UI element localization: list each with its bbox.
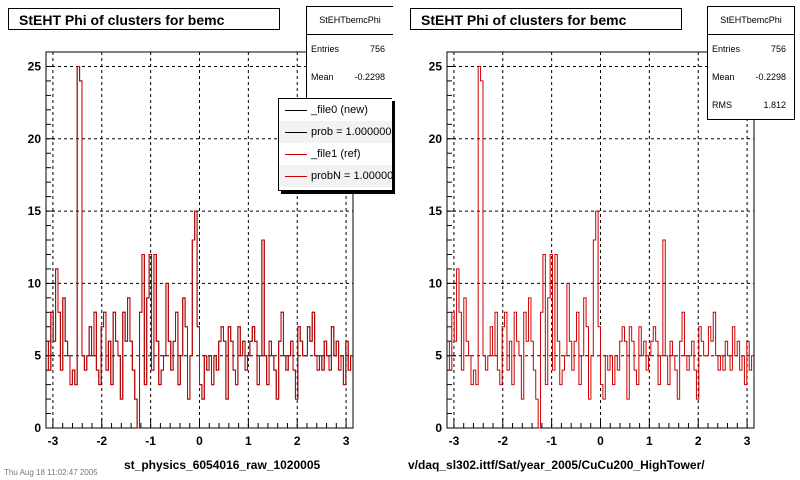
legend-entry-ref: _file1 (ref) <box>279 143 392 165</box>
right-y-tick-label: 20 <box>429 132 443 146</box>
legend-label-probn: probN = 1.000000 <box>311 170 392 182</box>
legend-swatch-prob <box>285 132 307 133</box>
right-stats-rms-label: RMS <box>712 100 732 110</box>
right-x-tick-label: -2 <box>497 434 508 448</box>
left-stats-mean-value: -0.2298 <box>354 72 385 82</box>
right-x-tick-label: -1 <box>546 434 557 448</box>
right-x-axis-label: v/daq_sl302.ittf/Sat/year_2005/CuCu200_H… <box>408 458 705 472</box>
left-x-axis-label: st_physics_6054016_raw_1020005 <box>124 458 321 472</box>
left-x-tick-label: 1 <box>245 434 252 448</box>
right-y-tick-label: 25 <box>429 59 443 73</box>
left-x-tick-label: -1 <box>145 434 156 448</box>
legend-entry-prob: prob = 1.000000 <box>279 121 392 143</box>
right-y-tick-label: 0 <box>435 421 442 435</box>
right-stats-mean-label: Mean <box>712 72 735 82</box>
left-stats-entries-label: Entries <box>311 44 340 54</box>
left-x-tick-label: -2 <box>96 434 107 448</box>
right-stats-name: StEHTbemcPhi <box>708 7 794 35</box>
left-chart-title-text: StEHT Phi of clusters for bemc <box>19 12 225 28</box>
left-stats-entries: Entries 756 <box>307 35 393 63</box>
left-y-tick-label: 20 <box>28 132 42 146</box>
right-x-tick-label: 0 <box>597 434 604 448</box>
right-stats-box: StEHTbemcPhi Entries 756 Mean -0.2298 RM… <box>707 6 795 120</box>
right-x-tick-label: 1 <box>646 434 653 448</box>
left-x-tick-label: 0 <box>196 434 203 448</box>
right-y-tick-label: 15 <box>429 204 443 218</box>
right-stats-rms-value: 1.812 <box>763 100 786 110</box>
left-legend: _file0 (new) prob = 1.000000 _file1 (ref… <box>278 98 392 191</box>
legend-entry-probn: probN = 1.000000 <box>279 165 392 187</box>
left-stats-mean: Mean -0.2298 <box>307 63 393 91</box>
legend-swatch-ref <box>285 154 307 155</box>
right-chart-title-text: StEHT Phi of clusters for bemc <box>421 12 627 28</box>
right-stats-entries-value: 756 <box>770 44 786 54</box>
right-x-tick-label: 2 <box>695 434 702 448</box>
right-stats-entries: Entries 756 <box>708 35 794 63</box>
right-stats-mean: Mean -0.2298 <box>708 63 794 91</box>
legend-swatch-probn <box>285 176 307 177</box>
left-stats-mean-label: Mean <box>311 72 334 82</box>
right-x-tick-label: 3 <box>744 434 751 448</box>
left-y-tick-label: 10 <box>28 276 42 290</box>
right-stats-rms: RMS 1.812 <box>708 91 794 119</box>
left-x-tick-label: -3 <box>48 434 59 448</box>
right-y-tick-label: 5 <box>435 349 442 363</box>
right-chart-title: StEHT Phi of clusters for bemc <box>410 8 682 30</box>
legend-entry-new: _file0 (new) <box>279 99 392 121</box>
left-y-tick-label: 25 <box>28 59 42 73</box>
right-series-histogram <box>447 65 754 429</box>
legend-swatch-new <box>285 110 307 111</box>
right-stats-entries-label: Entries <box>712 44 741 54</box>
right-y-tick-label: 10 <box>429 276 443 290</box>
left-series-file1-ref <box>46 65 353 429</box>
left-x-tick-label: 2 <box>294 434 301 448</box>
left-stats-name: StEHTbemcPhi <box>307 7 393 35</box>
left-y-tick-label: 5 <box>34 349 41 363</box>
left-x-tick-label: 3 <box>343 434 350 448</box>
left-stats-entries-value: 756 <box>369 44 385 54</box>
right-stats-mean-value: -0.2298 <box>755 72 786 82</box>
left-y-tick-label: 15 <box>28 204 42 218</box>
left-y-tick-label: 0 <box>34 421 41 435</box>
legend-label-new: _file0 (new) <box>311 104 368 116</box>
right-x-tick-label: -3 <box>449 434 460 448</box>
left-chart-title: StEHT Phi of clusters for bemc <box>8 8 280 30</box>
timestamp-footer: Thu Aug 18 11:02:47 2005 <box>4 468 98 477</box>
legend-label-prob: prob = 1.000000 <box>311 126 392 138</box>
legend-label-ref: _file1 (ref) <box>311 148 361 160</box>
